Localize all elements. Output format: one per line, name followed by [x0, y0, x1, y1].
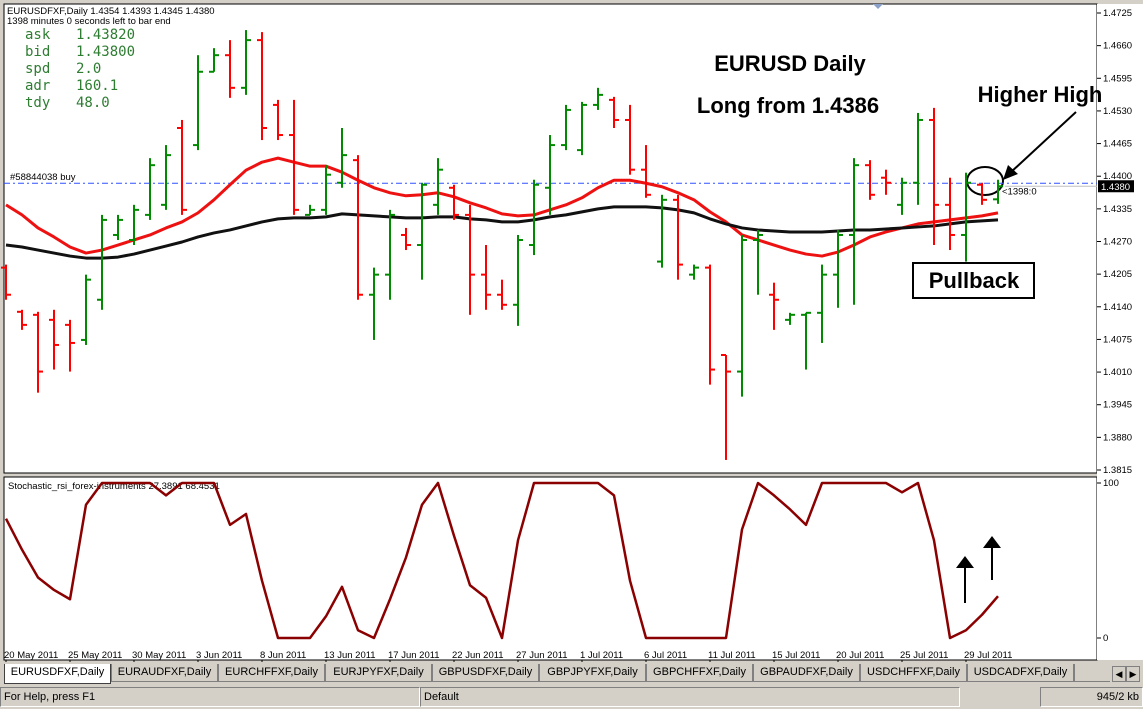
last-price-box [1098, 180, 1134, 193]
x-tick-label: 17 Jun 2011 [388, 650, 440, 661]
y-tick-label: 1.4075 [1103, 334, 1132, 345]
x-tick-label: 29 Jul 2011 [964, 650, 1012, 661]
y-tick-label: 1.4530 [1103, 106, 1132, 117]
x-tick-label: 27 Jun 2011 [516, 650, 568, 661]
x-tick-label: 1 Jul 2011 [580, 650, 623, 661]
last-price-label: 1.4380 [1101, 182, 1130, 193]
chart-tab[interactable]: GBPUSDFXF,Daily [432, 664, 539, 682]
chart-tab[interactable]: GBPAUDFXF,Daily [753, 664, 860, 682]
chart-tab[interactable]: EURUSDFXF,Daily [4, 664, 111, 684]
annotation: EURUSD Daily [714, 51, 866, 76]
arrow-head [956, 556, 974, 568]
chart: EURUSDFXF,Daily 1.4354 1.4393 1.4345 1.4… [1, 3, 1143, 662]
info-label: bid [25, 44, 50, 60]
order-label: #58844038 buy [10, 172, 76, 183]
indicator-panel [3, 476, 1098, 661]
scroll-left[interactable]: ◀ [1112, 666, 1126, 682]
tab-bar: EURUSDFXF,Daily EURAUDFXF,Daily EURCHFFXF,… [4, 664, 1110, 684]
info-value: 160.1 [76, 78, 118, 94]
x-tick-label: 22 Jun 2011 [452, 650, 504, 661]
info-label: spd [25, 61, 50, 77]
status-bar: For Help, press F1 Default 945/2 kb [0, 687, 1143, 709]
arrow [1009, 111, 1077, 174]
annotation-box [912, 262, 1035, 299]
info-value: 1.43800 [76, 44, 135, 60]
chart-tab[interactable]: USDCHFFXF,Daily [860, 664, 967, 682]
info-value: 1.43820 [76, 27, 135, 43]
y-tick-label: 1.4660 [1103, 41, 1132, 52]
indicator-line [4, 481, 999, 640]
y-tick-label: 1.4595 [1103, 73, 1132, 84]
chart-tab[interactable]: EURCHFFXF,Daily [218, 664, 325, 682]
y-tick-label: 1.4335 [1103, 204, 1132, 215]
annotation: Pullback [929, 268, 1020, 293]
chart-tab[interactable]: GBPCHFFXF,Daily [646, 664, 753, 682]
moving-average [5, 156, 999, 258]
shift-marker [873, 4, 883, 9]
status-traffic: 945/2 kb [1040, 687, 1143, 707]
y-tick-label: 1.4400 [1103, 171, 1132, 182]
y-tick-label: 0 [1103, 633, 1108, 644]
bar-timer-text: 1398 minutes 0 seconds left to bar end [7, 16, 171, 27]
indicator-title: Stochastic_rsi_forex-instruments 27.3891… [8, 481, 220, 492]
chart-tab[interactable]: USDCADFXF,Daily [967, 664, 1074, 682]
x-tick-label: 15 Jul 2011 [772, 650, 820, 661]
chart-tab[interactable]: USD [1074, 664, 1110, 682]
x-tick-label: 25 Jul 2011 [900, 650, 948, 661]
y-tick-label: 1.4205 [1103, 269, 1132, 280]
x-tick-label: 3 Jun 2011 [196, 650, 242, 661]
moving-average [5, 205, 999, 260]
arrow-head [983, 536, 1001, 548]
status-help: For Help, press F1 [0, 687, 420, 707]
info-label: adr [25, 78, 50, 94]
x-tick-label: 25 May 2011 [68, 650, 122, 661]
y-tick-label: 100 [1103, 478, 1119, 489]
annotation: Long from 1.4386 [697, 93, 879, 118]
x-tick-label: 30 May 2011 [132, 650, 186, 661]
y-tick-label: 1.3880 [1103, 432, 1132, 443]
y-tick-label: 1.3815 [1103, 465, 1132, 476]
x-tick-label: 13 Jun 2011 [324, 650, 376, 661]
y-tick-label: 1.4140 [1103, 302, 1132, 313]
tab-scroll: ◀ ▶ [1112, 666, 1140, 682]
y-tick-label: 1.4465 [1103, 139, 1132, 150]
scroll-right[interactable]: ▶ [1126, 666, 1140, 682]
chart-header: EURUSDFXF,Daily 1.4354 1.4393 1.4345 1.4… [7, 6, 215, 17]
x-tick-label: 20 May 2011 [4, 650, 58, 661]
x-tick-label: 6 Jul 2011 [644, 650, 687, 661]
info-value: 48.0 [76, 95, 110, 111]
info-value: 2.0 [76, 61, 101, 77]
status-spacer [960, 687, 1040, 707]
bar-timer: <1398:0 [1002, 186, 1037, 197]
y-tick-label: 1.4270 [1103, 237, 1132, 248]
price-axis [1097, 4, 1143, 660]
arrow-head [1003, 165, 1018, 180]
x-tick-label: 11 Jul 2011 [708, 650, 756, 661]
chart-tab[interactable]: EURJPYFXF,Daily [325, 664, 432, 682]
annotation: Higher High [978, 82, 1103, 107]
y-tick-label: 1.4010 [1103, 367, 1132, 378]
y-tick-label: 1.3945 [1103, 400, 1132, 411]
chart-tab[interactable]: EURAUDFXF,Daily [111, 664, 218, 682]
x-tick-label: 20 Jul 2011 [836, 650, 884, 661]
status-profile: Default [420, 687, 960, 707]
info-label: tdy [25, 95, 50, 111]
info-label: ask [25, 27, 51, 43]
y-tick-label: 1.4725 [1103, 8, 1132, 19]
main-panel [3, 3, 1098, 474]
x-tick-label: 8 Jun 2011 [260, 650, 306, 661]
chart-tab[interactable]: GBPJPYFXF,Daily [539, 664, 646, 682]
